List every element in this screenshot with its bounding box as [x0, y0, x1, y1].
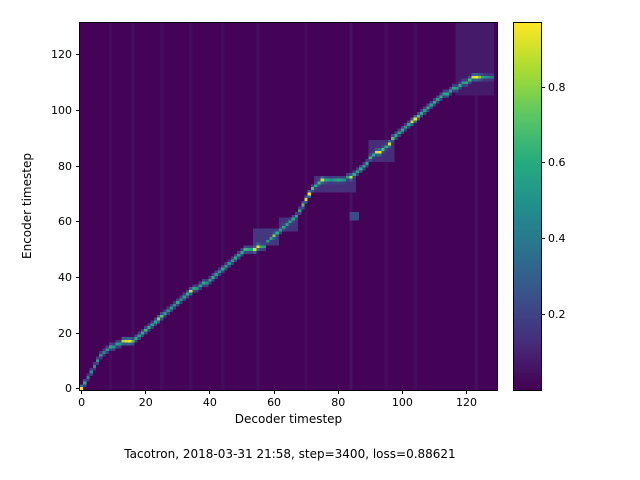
colorbar-tick-mark: [541, 238, 545, 240]
x-tick-mark: [145, 390, 147, 394]
y-tick-mark: [76, 54, 80, 56]
x-tick-mark: [273, 390, 275, 394]
y-tick-label: 120: [51, 48, 72, 62]
x-tick-mark: [337, 390, 339, 394]
colorbar-tick-mark: [541, 162, 545, 164]
x-tick-label: 120: [456, 396, 478, 409]
y-axis-label: Encoder timestep: [20, 153, 34, 259]
x-tick-label: 80: [331, 396, 346, 409]
colorbar-tick-label: 0.6: [548, 156, 566, 170]
x-tick-mark: [209, 390, 211, 394]
x-tick-label: 40: [202, 396, 217, 409]
y-tick-mark: [76, 332, 80, 334]
heatmap-canvas: [80, 23, 497, 390]
y-tick-mark: [76, 388, 80, 390]
x-tick-label: 60: [267, 396, 282, 409]
y-tick-mark: [76, 221, 80, 223]
y-tick-label: 80: [58, 159, 72, 173]
x-tick-label: 20: [138, 396, 153, 409]
colorbar-canvas: [514, 23, 541, 390]
y-tick-label: 0: [65, 382, 72, 396]
x-axis-label: Decoder timestep: [234, 412, 343, 426]
y-tick-mark: [76, 276, 80, 278]
y-tick-label: 20: [58, 326, 72, 340]
x-tick-mark: [81, 390, 83, 394]
colorbar-tick-label: 0.4: [548, 232, 566, 246]
y-tick-mark: [76, 165, 80, 167]
plot-area: [79, 22, 498, 391]
x-tick-label: 0: [78, 396, 86, 409]
colorbar-tick-label: 0.2: [548, 307, 566, 321]
y-tick-mark: [76, 110, 80, 112]
colorbar-tick-mark: [541, 313, 545, 315]
y-tick-label: 60: [58, 215, 72, 229]
y-tick-label: 100: [51, 104, 72, 118]
x-tick-mark: [466, 390, 468, 394]
y-tick-label: 40: [58, 270, 72, 284]
colorbar-tick-label: 0.8: [548, 80, 566, 94]
colorbar: [513, 22, 542, 391]
colorbar-tick-mark: [541, 86, 545, 88]
figure-caption: Tacotron, 2018-03-31 21:58, step=3400, l…: [124, 447, 456, 461]
x-tick-label: 100: [391, 396, 413, 409]
x-tick-mark: [401, 390, 403, 394]
